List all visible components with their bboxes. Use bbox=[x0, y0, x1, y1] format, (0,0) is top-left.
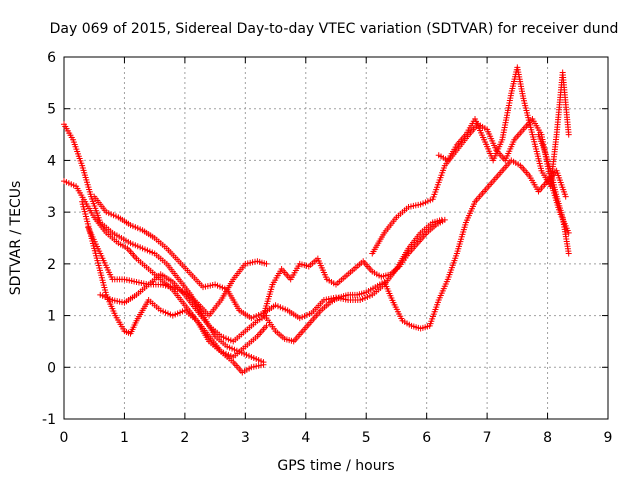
x-tick-label: 2 bbox=[180, 430, 189, 446]
data-point bbox=[441, 216, 448, 223]
chart-title: Day 069 of 2015, Sidereal Day-to-day VTE… bbox=[50, 21, 619, 37]
data-point bbox=[565, 250, 572, 257]
y-tick-label: 0 bbox=[47, 360, 56, 376]
series-track-8 bbox=[263, 157, 569, 345]
x-tick-label: 1 bbox=[120, 430, 129, 446]
y-tick-label: 6 bbox=[47, 50, 56, 66]
data-point bbox=[565, 131, 572, 138]
y-axis-label: SDTVAR / TECUs bbox=[8, 181, 24, 296]
series-track-10 bbox=[435, 64, 572, 190]
x-tick-label: 9 bbox=[604, 430, 613, 446]
data-point bbox=[565, 229, 572, 236]
data-point bbox=[562, 193, 569, 200]
plot-border bbox=[63, 56, 609, 420]
x-tick-label: 5 bbox=[362, 430, 371, 446]
y-tick-label: 5 bbox=[47, 102, 56, 118]
x-tick-label: 8 bbox=[543, 430, 552, 446]
x-tick-label: 3 bbox=[241, 430, 250, 446]
y-tick-label: -1 bbox=[42, 412, 56, 428]
series-track-7 bbox=[260, 216, 448, 319]
y-axis-ticks: -1 0 1 2 3 4 5 6 bbox=[42, 50, 608, 428]
series-track-11 bbox=[535, 131, 572, 257]
data-point bbox=[263, 260, 270, 267]
y-tick-label: 3 bbox=[47, 205, 56, 221]
x-tick-label: 0 bbox=[60, 430, 69, 446]
x-tick-label: 4 bbox=[301, 430, 310, 446]
x-axis-ticks: 0 1 2 3 4 5 6 7 8 9 bbox=[60, 57, 613, 446]
series-track-9 bbox=[369, 116, 572, 257]
series-track-3 bbox=[79, 198, 270, 360]
x-axis-label: GPS time / hours bbox=[277, 458, 394, 474]
grid-lines bbox=[64, 57, 608, 419]
data-points bbox=[61, 64, 572, 376]
data-point bbox=[260, 359, 267, 366]
y-tick-label: 1 bbox=[47, 309, 56, 325]
x-tick-label: 7 bbox=[483, 430, 492, 446]
series-track-6 bbox=[97, 271, 270, 345]
data-point bbox=[263, 322, 270, 329]
x-tick-label: 6 bbox=[422, 430, 431, 446]
y-tick-label: 4 bbox=[47, 153, 56, 169]
y-tick-label: 2 bbox=[47, 257, 56, 273]
